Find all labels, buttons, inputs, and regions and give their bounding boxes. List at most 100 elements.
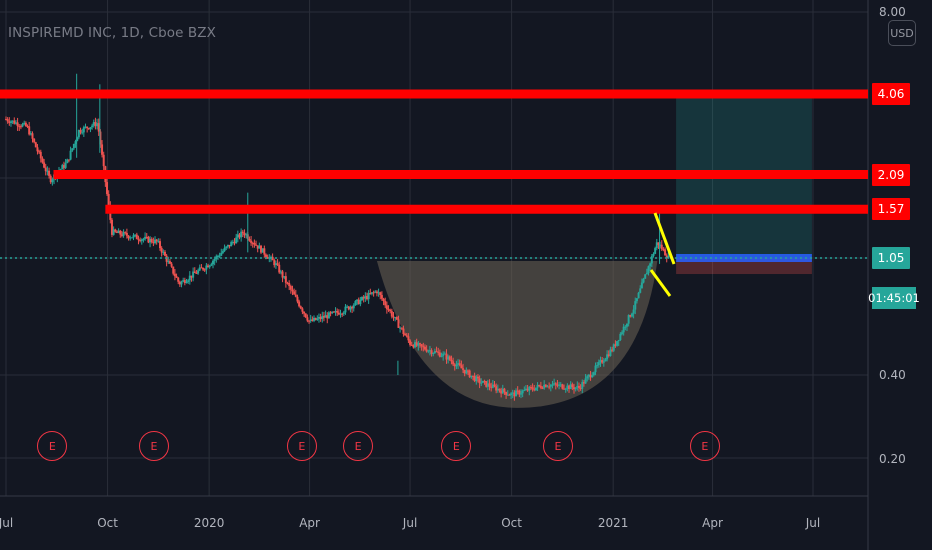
candle-body <box>182 280 185 282</box>
earnings-marker[interactable]: E <box>441 431 472 461</box>
candle-body <box>521 390 524 394</box>
candle-body <box>558 384 561 386</box>
candle-body <box>43 162 46 168</box>
candle-body <box>389 309 392 312</box>
candle-body <box>346 306 349 308</box>
candle-body <box>152 241 155 244</box>
candle-body <box>332 311 335 313</box>
candle-body <box>529 386 532 388</box>
earnings-marker[interactable]: E <box>138 431 169 461</box>
candle-body <box>387 309 390 311</box>
candle-body <box>200 267 203 269</box>
candle-body <box>162 251 165 253</box>
candle-body <box>221 251 224 253</box>
candle-body <box>241 231 244 234</box>
candle-body <box>516 390 519 392</box>
candle-body <box>361 297 364 301</box>
candle-body <box>645 273 648 275</box>
candle-body <box>357 299 360 305</box>
candle-body <box>33 138 36 143</box>
candle-body <box>647 266 650 274</box>
price-badge-1.05: 1.05 <box>872 247 910 269</box>
candle-body <box>134 234 137 236</box>
candle-body <box>616 341 619 346</box>
candle-body <box>604 359 607 362</box>
candle-body <box>107 193 110 206</box>
candle-body <box>405 335 408 337</box>
candle-body <box>637 292 640 299</box>
candle-body <box>223 247 226 252</box>
earnings-marker[interactable]: E <box>542 431 573 461</box>
candle-body <box>506 394 509 396</box>
candle-body <box>592 372 595 376</box>
candle-body <box>374 291 377 293</box>
candle-body <box>650 256 653 264</box>
candle-body <box>622 326 625 333</box>
candle-body <box>654 248 657 254</box>
candle-body <box>112 229 115 235</box>
candle-body <box>210 264 213 266</box>
candle-body <box>120 234 123 236</box>
candle-body <box>496 388 499 391</box>
candle-body <box>49 175 52 183</box>
candle-body <box>150 238 153 242</box>
candle-body <box>13 120 16 124</box>
candle-body <box>563 388 566 390</box>
candle-body <box>655 242 658 249</box>
price-badge-2.09: 2.09 <box>872 163 910 186</box>
candle-body <box>549 384 552 387</box>
candle-body <box>69 150 72 160</box>
earnings-marker[interactable]: E <box>37 431 68 461</box>
candle-body <box>447 356 450 360</box>
candle-body <box>544 384 547 387</box>
candle-body <box>165 255 168 262</box>
currency-button[interactable]: USD <box>888 20 916 46</box>
candle-body <box>407 336 410 341</box>
candle-body <box>581 382 584 389</box>
candle-body <box>505 391 508 395</box>
earnings-marker[interactable]: E <box>286 431 317 461</box>
candle-body <box>298 301 301 307</box>
candle-body <box>180 281 183 285</box>
candle-body <box>226 244 229 247</box>
candle-body <box>303 311 306 314</box>
candle-body <box>130 237 133 239</box>
candle-body <box>97 123 100 132</box>
candle-body <box>664 249 667 256</box>
candle-body <box>205 265 208 270</box>
candle-body <box>524 388 527 390</box>
candle-body <box>404 334 407 336</box>
candle-body <box>659 244 662 246</box>
candle-body <box>72 143 75 149</box>
candle-body <box>175 276 178 278</box>
candle-body <box>589 374 592 378</box>
candle-body <box>11 120 14 122</box>
candle-body <box>438 352 441 357</box>
x-axis-label: 2021 <box>597 516 629 530</box>
candle-body <box>536 384 539 388</box>
candle-body <box>286 282 289 284</box>
candle-body <box>511 392 514 394</box>
earnings-marker[interactable]: E <box>689 431 720 461</box>
candle-body <box>230 242 233 247</box>
candle-body <box>326 315 329 319</box>
candle-body <box>235 237 238 244</box>
candle-body <box>29 133 32 135</box>
candle-body <box>139 240 142 242</box>
candle-body <box>352 305 355 309</box>
candle-body <box>569 384 572 390</box>
candle-body <box>432 353 435 355</box>
candle-body <box>271 256 274 261</box>
candle-body <box>124 232 127 234</box>
candle-body <box>261 248 264 253</box>
candle-body <box>122 232 125 236</box>
candle-body <box>26 126 29 128</box>
candle-body <box>110 219 113 235</box>
candle-body <box>268 257 271 259</box>
candle-body <box>99 131 102 145</box>
earnings-marker[interactable]: E <box>343 431 374 461</box>
candle-body <box>531 387 534 390</box>
candle-body <box>458 363 461 366</box>
